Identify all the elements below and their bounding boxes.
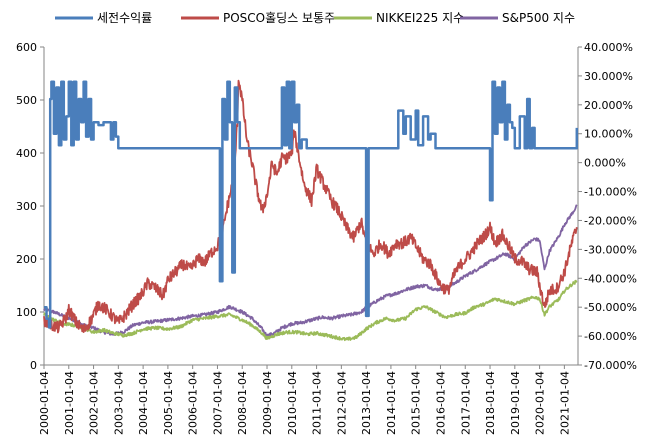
x-tick-label: 2002-01-04 [88,371,101,435]
legend-label: NIKKEI225 지수 [376,11,464,25]
x-tick-label: 2012-01-04 [335,371,348,435]
left-tick-label: 100 [16,306,37,319]
left-tick-label: 600 [16,41,37,54]
right-tick-label: 20.000% [584,99,633,112]
x-tick-label: 2009-01-04 [261,371,274,435]
right-tick-label: 10.000% [584,128,633,141]
x-axis-ticks: 2000-01-04 2001-01-04 2002-01-04 2003-01-04… [38,365,571,435]
right-tick-label: -40.000% [584,272,637,285]
left-tick-label: 500 [16,94,37,107]
right-tick-label: -10.000% [584,186,637,199]
x-tick-label: 2010-01-04 [286,371,299,435]
legend-label: POSCO홀딩스 보통주 [223,11,335,25]
x-tick-label: 2021-01-04 [558,371,571,435]
right-tick-label: 0.000% [584,157,626,170]
right-axis-ticks: -70.000% -60.000% -50.000% -40.000% -30.000%… [578,41,637,372]
x-tick-label: 2003-01-04 [112,371,125,435]
right-tick-label: -20.000% [584,214,637,227]
right-tick-label: -50.000% [584,301,637,314]
x-tick-label: 2018-01-04 [484,371,497,435]
left-axis-ticks: 0 100 200 300 400 500 600 [16,41,44,372]
right-tick-label: -70.000% [584,359,637,372]
x-tick-label: 2020-01-04 [534,371,547,435]
left-tick-label: 0 [30,359,37,372]
x-tick-label: 2008-01-04 [236,371,249,435]
x-tick-label: 2001-01-04 [63,371,76,435]
x-tick-label: 2011-01-04 [311,371,324,435]
left-tick-label: 400 [16,147,37,160]
x-tick-label: 2005-01-04 [162,371,175,435]
series-line-3 [43,204,578,338]
series-line-2 [43,279,578,342]
x-tick-label: 2004-01-04 [137,371,150,435]
left-tick-label: 200 [16,253,37,266]
x-tick-label: 2000-01-04 [38,371,51,435]
legend-label: 세전수익률 [97,11,152,25]
series-line-1 [43,79,578,334]
series-line-0 [44,80,579,329]
x-tick-label: 2007-01-04 [211,371,224,435]
x-tick-label: 2019-01-04 [509,371,522,435]
right-tick-label: -60.000% [584,330,637,343]
x-tick-label: 2006-01-04 [187,371,200,435]
x-tick-label: 2015-01-04 [410,371,423,435]
legend: 세전수익률 POSCO홀딩스 보통주 NIKKEI225 지수 S&P500 지수 [55,11,575,25]
x-tick-label: 2017-01-04 [459,371,472,435]
x-tick-label: 2016-01-04 [434,371,447,435]
x-tick-label: 2013-01-04 [360,371,373,435]
legend-label: S&P500 지수 [502,11,575,25]
series-group [43,79,579,342]
right-tick-label: 30.000% [584,70,633,83]
right-tick-label: -30.000% [584,243,637,256]
x-tick-label: 2014-01-04 [385,371,398,435]
right-tick-label: 40.000% [584,41,633,54]
left-tick-label: 300 [16,200,37,213]
